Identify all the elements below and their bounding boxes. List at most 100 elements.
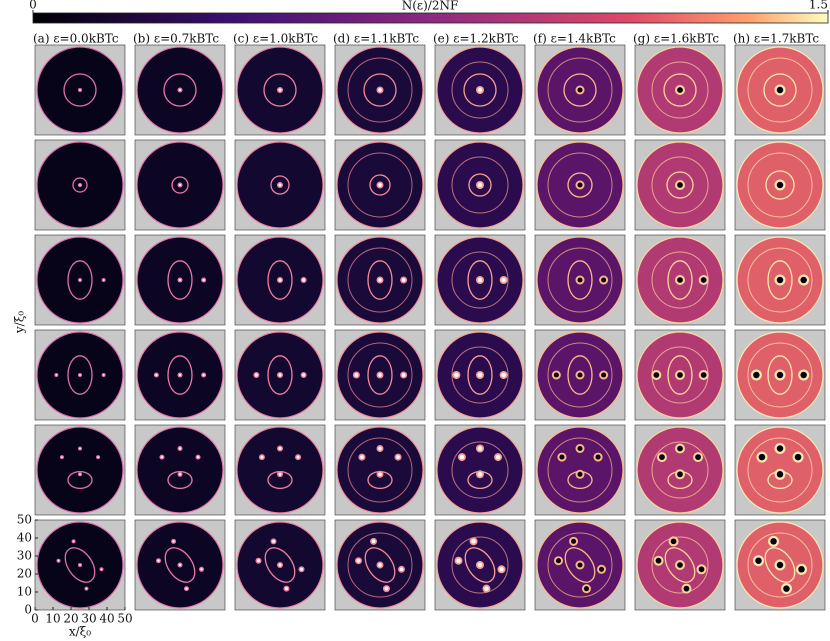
- outer-ring: [547, 57, 613, 123]
- vortex-core: [378, 373, 382, 377]
- ring: [267, 355, 293, 395]
- vortex-core: [571, 538, 577, 544]
- vortex-core: [396, 455, 400, 459]
- outer-ring: [547, 247, 613, 313]
- vortex-core: [477, 472, 483, 477]
- ring: [67, 470, 93, 490]
- vortex-core: [655, 557, 662, 564]
- vortex-core: [160, 455, 164, 459]
- vortex-core: [758, 453, 766, 461]
- vortex-core: [378, 446, 382, 451]
- vortex-core: [670, 538, 677, 545]
- vortex-core: [700, 277, 707, 283]
- vortex-core: [800, 371, 807, 379]
- ring: [64, 547, 96, 583]
- ring: [667, 260, 693, 300]
- ring: [667, 355, 693, 395]
- outer-ring: [451, 536, 509, 594]
- vortex-core: [79, 374, 81, 376]
- vortex-core: [79, 564, 81, 566]
- vortex-core: [257, 559, 260, 563]
- vortex-core: [79, 473, 81, 476]
- vortex-core: [501, 277, 506, 283]
- ring: [765, 170, 795, 200]
- colorbar-label: N(ε)/2NF: [402, 0, 459, 13]
- ring: [67, 355, 93, 395]
- vortex-core: [776, 276, 784, 284]
- vortex-core: [677, 445, 683, 452]
- ring: [263, 73, 297, 107]
- x-tick-label: 50: [117, 612, 132, 626]
- vortex-core: [79, 447, 81, 450]
- outer-ring: [347, 437, 413, 503]
- vortex-core: [776, 445, 784, 452]
- vortex-core: [172, 540, 175, 543]
- x-tick-label: 40: [99, 612, 114, 626]
- vortex-core: [296, 455, 300, 459]
- ring: [767, 260, 793, 300]
- vortex-core: [700, 372, 707, 378]
- y-axis-label: y/ξ₀: [13, 311, 27, 334]
- ring: [369, 174, 391, 196]
- ring: [663, 73, 697, 107]
- vortex-core: [776, 181, 784, 189]
- vortex-core: [595, 454, 601, 460]
- vortex-core: [55, 374, 58, 376]
- outer-ring: [451, 441, 509, 499]
- vortex-core: [196, 455, 200, 459]
- vortex-core: [202, 278, 205, 282]
- ring: [664, 547, 696, 583]
- vortex-core: [577, 445, 583, 452]
- outer-ring: [747, 57, 813, 123]
- vortex-core: [401, 373, 406, 377]
- vortex-core: [378, 88, 382, 92]
- vortex-core: [677, 562, 683, 568]
- vortex-core: [495, 454, 501, 460]
- vortex-core: [384, 586, 389, 591]
- ring: [464, 547, 496, 583]
- vortex-core: [677, 87, 683, 93]
- ring: [167, 470, 193, 490]
- outer-ring: [651, 441, 709, 499]
- ring: [171, 176, 189, 194]
- ring: [367, 355, 393, 395]
- vortex-core: [371, 539, 376, 544]
- vortex-core: [178, 447, 182, 450]
- outer-ring: [747, 437, 813, 503]
- vortex-core: [695, 454, 701, 460]
- ring: [270, 175, 290, 195]
- vortex-core: [770, 538, 777, 545]
- vortex-core: [202, 373, 205, 377]
- colorbar-tick-label: 0: [29, 0, 37, 12]
- vortex-core: [583, 586, 589, 592]
- vortex-core: [378, 563, 382, 567]
- outer-ring: [747, 532, 813, 598]
- ring: [167, 260, 193, 300]
- outer-ring: [651, 156, 709, 214]
- vortex-core: [102, 374, 105, 376]
- vortex-core: [776, 371, 784, 379]
- disk: [36, 426, 124, 514]
- vortex-core: [278, 563, 282, 567]
- outer-ring: [347, 152, 413, 218]
- vortex-core: [776, 86, 784, 94]
- vortex-core: [155, 373, 158, 377]
- vortex-core: [454, 372, 459, 378]
- outer-ring: [347, 247, 413, 313]
- vortex-core: [677, 372, 683, 378]
- vortex-core: [100, 568, 103, 571]
- vortex-core: [677, 277, 683, 283]
- panel-title: (h) ε=1.7kBTc: [733, 32, 819, 46]
- vortex-core: [79, 89, 81, 91]
- vortex-core: [459, 454, 465, 460]
- ring: [164, 547, 196, 583]
- ring: [264, 547, 296, 583]
- colorbar-tick-label: 1.5: [809, 0, 828, 12]
- vortex-core: [272, 539, 276, 543]
- outer-ring: [347, 342, 413, 408]
- vortex-core: [97, 456, 99, 458]
- panel-title: (g) ε=1.6kBTc: [633, 32, 719, 46]
- vortex-core: [477, 277, 483, 283]
- vortex-core: [677, 471, 683, 478]
- disk: [236, 426, 324, 514]
